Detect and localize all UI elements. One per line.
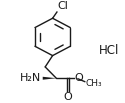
Text: H₂N: H₂N bbox=[20, 73, 41, 83]
Polygon shape bbox=[43, 77, 56, 80]
Text: O: O bbox=[64, 92, 72, 102]
Text: HCl: HCl bbox=[99, 44, 120, 57]
Text: O: O bbox=[75, 73, 84, 83]
Text: Cl: Cl bbox=[58, 1, 68, 11]
Text: CH₃: CH₃ bbox=[85, 79, 102, 88]
